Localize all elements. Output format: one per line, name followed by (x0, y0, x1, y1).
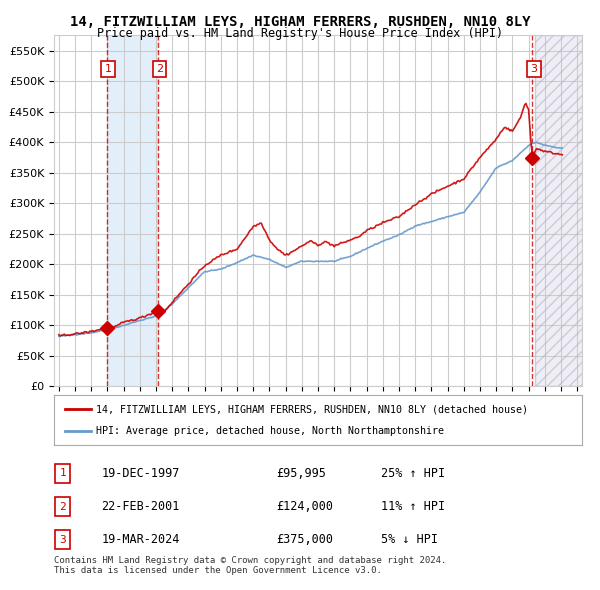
Text: 11% ↑ HPI: 11% ↑ HPI (382, 500, 445, 513)
Bar (107, 35, 158, 386)
Text: 22-FEB-2001: 22-FEB-2001 (101, 500, 180, 513)
Text: 19-DEC-1997: 19-DEC-1997 (101, 467, 180, 480)
Text: 2: 2 (156, 64, 163, 74)
Text: HPI: Average price, detached house, North Northamptonshire: HPI: Average price, detached house, Nort… (96, 427, 444, 437)
Text: 1: 1 (104, 64, 112, 74)
Text: £95,995: £95,995 (276, 467, 326, 480)
Text: 1: 1 (59, 468, 66, 478)
Text: 2: 2 (59, 502, 66, 512)
Text: 25% ↑ HPI: 25% ↑ HPI (382, 467, 445, 480)
Bar (535, 35, 585, 386)
Text: 14, FITZWILLIAM LEYS, HIGHAM FERRERS, RUSHDEN, NN10 8LY (detached house): 14, FITZWILLIAM LEYS, HIGHAM FERRERS, RU… (96, 404, 528, 414)
Bar (535, 35, 585, 386)
Text: Price paid vs. HM Land Registry's House Price Index (HPI): Price paid vs. HM Land Registry's House … (97, 27, 503, 40)
Text: £375,000: £375,000 (276, 533, 333, 546)
Text: Contains HM Land Registry data © Crown copyright and database right 2024.
This d: Contains HM Land Registry data © Crown c… (54, 556, 446, 575)
Text: 3: 3 (59, 535, 66, 545)
Text: 19-MAR-2024: 19-MAR-2024 (101, 533, 180, 546)
Text: 3: 3 (530, 64, 538, 74)
Text: 14, FITZWILLIAM LEYS, HIGHAM FERRERS, RUSHDEN, NN10 8LY: 14, FITZWILLIAM LEYS, HIGHAM FERRERS, RU… (70, 15, 530, 29)
Text: 5% ↓ HPI: 5% ↓ HPI (382, 533, 439, 546)
Text: £124,000: £124,000 (276, 500, 333, 513)
